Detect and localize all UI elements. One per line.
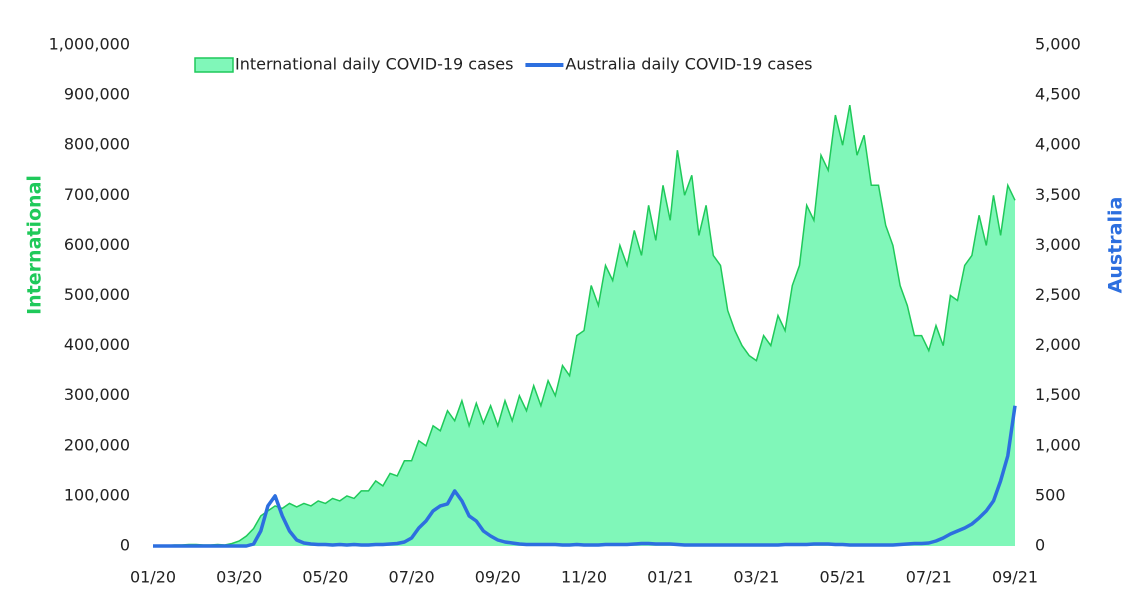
y-tick-label: 100,000 [64, 485, 130, 504]
x-tick-label: 09/21 [992, 568, 1038, 587]
y2-tick-label: 4,000 [1035, 135, 1081, 154]
line [153, 405, 1017, 548]
y2-tick-label: 4,500 [1035, 85, 1081, 104]
y-tick-label: 700,000 [64, 185, 130, 204]
y2-axis-title: Australia [1105, 197, 1127, 294]
y-tick-label: 0 [120, 536, 130, 555]
y2-tick-label: 2,000 [1035, 335, 1081, 354]
x-tick-label: 07/21 [906, 568, 952, 587]
y2-tick-label: 1,500 [1035, 385, 1081, 404]
x-tick-label: 09/20 [475, 568, 521, 587]
y-tick-label: 400,000 [64, 335, 130, 354]
y2-tick-label: 3,000 [1035, 235, 1081, 254]
area [153, 105, 1015, 546]
y-tick-label: 800,000 [64, 135, 130, 154]
x-tick-label: 01/20 [130, 568, 176, 587]
y2-tick-label: 5,000 [1035, 35, 1081, 54]
x-tick-label: 05/21 [820, 568, 866, 587]
y-axis-title: International [24, 175, 46, 315]
y2-tick-label: 500 [1035, 485, 1066, 504]
x-tick-label: 05/20 [302, 568, 348, 587]
x-tick-label: 07/20 [389, 568, 435, 587]
x-tick-label: 01/21 [647, 568, 693, 587]
legend-label: Australia daily COVID-19 cases [565, 55, 812, 74]
y-tick-label: 600,000 [64, 235, 130, 254]
y-tick-label: 300,000 [64, 385, 130, 404]
y2-tick-label: 2,500 [1035, 285, 1081, 304]
legend-label: International daily COVID-19 cases [235, 55, 513, 74]
y-tick-label: 900,000 [64, 85, 130, 104]
x-tick-label: 03/21 [733, 568, 779, 587]
y-tick-label: 500,000 [64, 285, 130, 304]
x-tick-label: 11/20 [561, 568, 607, 587]
y2-tick-label: 0 [1035, 536, 1045, 555]
y-tick-label: 1,000,000 [49, 35, 130, 54]
area-outline [153, 104, 1016, 547]
legend-swatch [194, 57, 234, 73]
y2-tick-label: 3,500 [1035, 185, 1081, 204]
y-tick-label: 200,000 [64, 435, 130, 454]
y2-tick-label: 1,000 [1035, 435, 1081, 454]
x-tick-label: 03/20 [216, 568, 262, 587]
